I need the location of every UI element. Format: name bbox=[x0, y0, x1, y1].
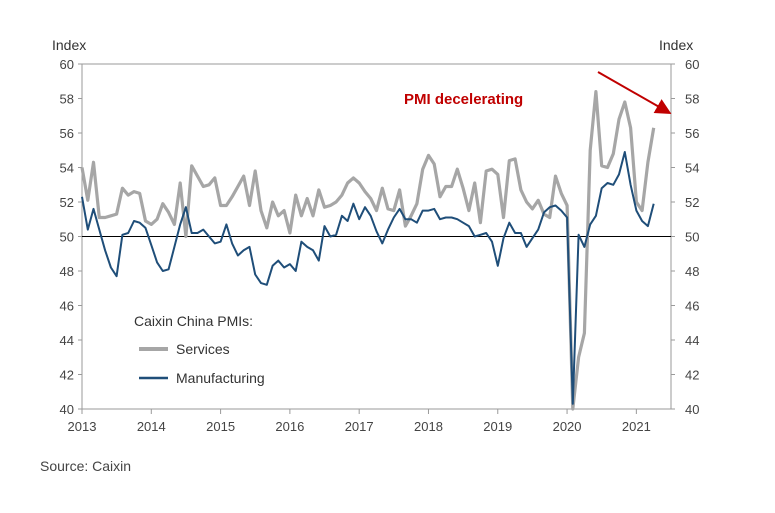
series-line-services bbox=[80, 89, 656, 411]
series-line-manufacturing bbox=[81, 151, 655, 405]
left-tick-label: 60 bbox=[60, 57, 74, 72]
x-tick-label: 2013 bbox=[68, 419, 97, 434]
x-tick-label: 2018 bbox=[414, 419, 443, 434]
x-tick-label: 2014 bbox=[137, 419, 166, 434]
right-tick-label: 58 bbox=[685, 92, 699, 107]
source-note: Source: Caixin bbox=[40, 458, 131, 474]
right-tick-label: 52 bbox=[685, 195, 699, 210]
right-tick-label: 42 bbox=[685, 368, 699, 383]
left-tick-label: 54 bbox=[60, 161, 74, 176]
right-axis-title: Index bbox=[659, 37, 693, 53]
left-tick-label: 42 bbox=[60, 368, 74, 383]
x-axis-ticks: 2013 2014 2015 2016 2017 2018 2019 2020 2021 bbox=[68, 409, 651, 434]
x-tick-label: 2019 bbox=[483, 419, 512, 434]
right-tick-label: 48 bbox=[685, 264, 699, 279]
legend-label-services: Services bbox=[176, 341, 230, 357]
left-tick-label: 46 bbox=[60, 299, 74, 314]
right-tick-label: 56 bbox=[685, 126, 699, 141]
left-tick-label: 40 bbox=[60, 402, 74, 417]
decelerating-arrow bbox=[597, 71, 672, 114]
left-tick-label: 48 bbox=[60, 264, 74, 279]
legend: Caixin China PMIs: Services Manufacturin… bbox=[134, 313, 265, 386]
left-axis-title: Index bbox=[52, 37, 86, 53]
series-lines bbox=[80, 89, 656, 411]
right-tick-label: 40 bbox=[685, 402, 699, 417]
right-tick-label: 44 bbox=[685, 333, 699, 348]
legend-title: Caixin China PMIs: bbox=[134, 313, 253, 329]
left-tick-label: 58 bbox=[60, 92, 74, 107]
x-tick-label: 2016 bbox=[275, 419, 304, 434]
x-tick-label: 2021 bbox=[622, 419, 651, 434]
left-tick-label: 56 bbox=[60, 126, 74, 141]
x-tick-label: 2020 bbox=[553, 419, 582, 434]
left-tick-label: 50 bbox=[60, 230, 74, 245]
annotation-pmi-decelerating: PMI decelerating bbox=[404, 91, 523, 108]
legend-label-manufacturing: Manufacturing bbox=[176, 370, 265, 386]
x-tick-label: 2017 bbox=[345, 419, 374, 434]
right-tick-label: 54 bbox=[685, 161, 699, 176]
right-axis-ticks: 40 42 44 46 48 50 52 54 56 58 60 bbox=[671, 57, 699, 417]
left-axis-ticks: 40 42 44 46 48 50 52 54 56 58 60 bbox=[60, 57, 82, 417]
left-tick-label: 52 bbox=[60, 195, 74, 210]
left-tick-label: 44 bbox=[60, 333, 74, 348]
right-tick-label: 60 bbox=[685, 57, 699, 72]
right-tick-label: 46 bbox=[685, 299, 699, 314]
x-tick-label: 2015 bbox=[206, 419, 235, 434]
right-tick-label: 50 bbox=[685, 230, 699, 245]
